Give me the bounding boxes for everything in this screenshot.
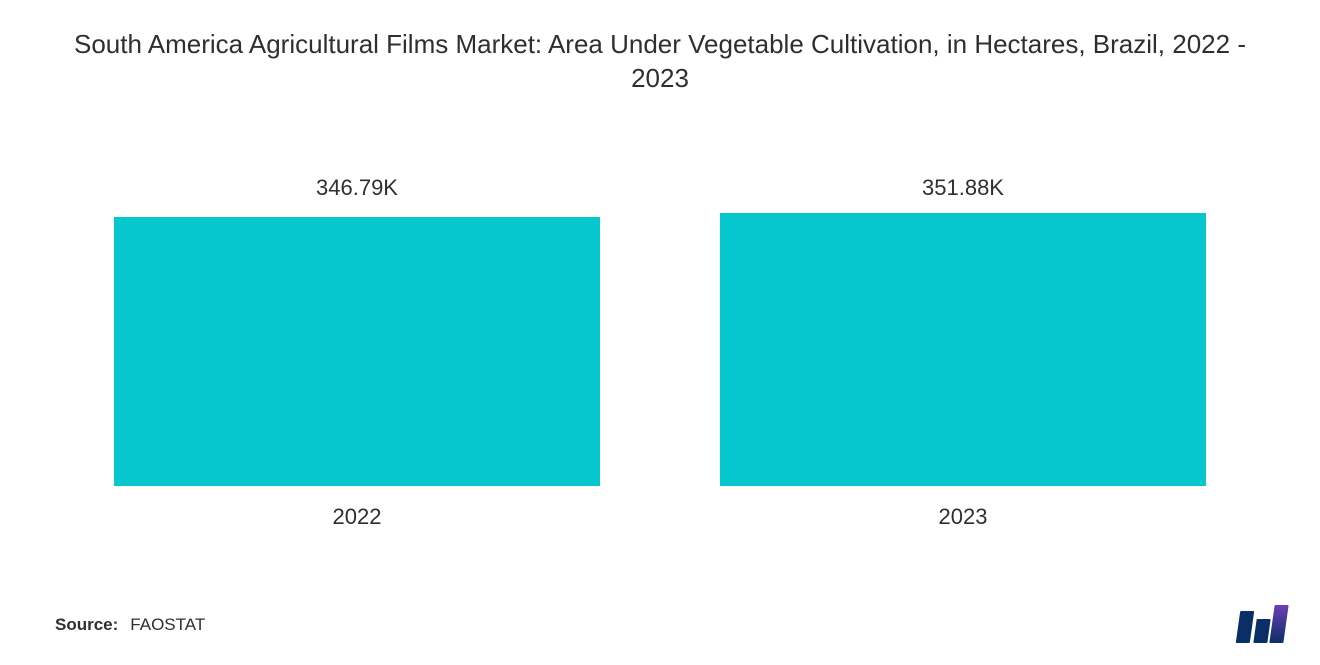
- chart-plot-area: 346.79K 2022 351.88K 2023: [114, 175, 1206, 530]
- logo-bar-icon: [1236, 611, 1254, 643]
- source-footer: Source: FAOSTAT: [55, 615, 205, 635]
- bar-category-label: 2022: [333, 504, 382, 530]
- chart-container: South America Agricultural Films Market:…: [0, 0, 1320, 665]
- bars-row: 346.79K 2022 351.88K 2023: [114, 175, 1206, 530]
- chart-title: South America Agricultural Films Market:…: [0, 0, 1320, 96]
- bar-wrapper: [720, 211, 1206, 486]
- bar-wrapper: [114, 211, 600, 486]
- bar-value-label: 346.79K: [316, 175, 398, 201]
- source-value: FAOSTAT: [130, 615, 205, 635]
- brand-logo: [1238, 605, 1286, 643]
- bar-value-label: 351.88K: [922, 175, 1004, 201]
- bar-group-0: 346.79K 2022: [114, 175, 600, 530]
- bar-1: [720, 213, 1206, 486]
- logo-bar-icon: [1269, 605, 1288, 643]
- logo-bar-icon: [1253, 619, 1270, 643]
- bar-0: [114, 217, 600, 486]
- source-label: Source:: [55, 615, 118, 635]
- bar-category-label: 2023: [939, 504, 988, 530]
- bar-group-1: 351.88K 2023: [720, 175, 1206, 530]
